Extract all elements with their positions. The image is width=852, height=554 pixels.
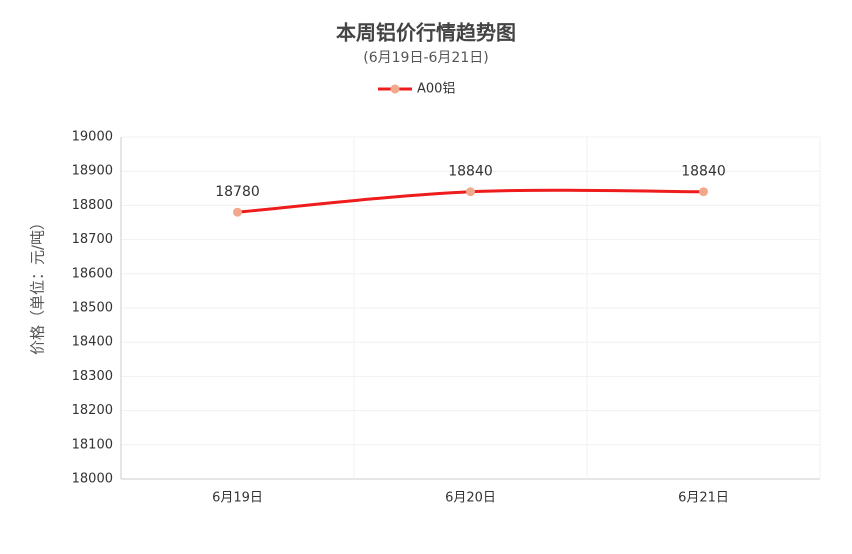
y-tick-label: 18200: [72, 403, 113, 418]
x-tick-label: 6月20日: [445, 491, 496, 506]
x-tick-label: 6月21日: [678, 491, 729, 506]
data-label: 18840: [681, 164, 726, 180]
y-tick-label: 18400: [72, 335, 113, 350]
y-tick-label: 18000: [72, 472, 113, 487]
data-label: 18840: [448, 164, 493, 180]
point: [233, 207, 242, 217]
chart-subtitle: (6月19日-6月21日): [363, 50, 488, 66]
y-tick-label: 18500: [72, 301, 113, 316]
y-tick-label: 18900: [72, 164, 113, 179]
point: [466, 187, 475, 197]
point: [699, 187, 708, 197]
legend-marker: [390, 84, 400, 94]
y-tick-label: 18100: [72, 437, 113, 452]
y-tick-label: 19000: [72, 130, 113, 145]
y-tick-label: 18300: [72, 369, 113, 384]
y-axis-label: 价格（单位：元/吨）: [29, 215, 47, 355]
y-tick-label: 18700: [72, 232, 113, 247]
y-tick-label: 18800: [72, 198, 113, 213]
legend-label: A00铝: [417, 82, 455, 97]
y-tick-label: 18600: [72, 266, 113, 281]
data-label: 18780: [215, 184, 260, 200]
chart-title: 本周铝价行情趋势图: [336, 21, 516, 45]
x-tick-label: 6月19日: [212, 491, 263, 506]
